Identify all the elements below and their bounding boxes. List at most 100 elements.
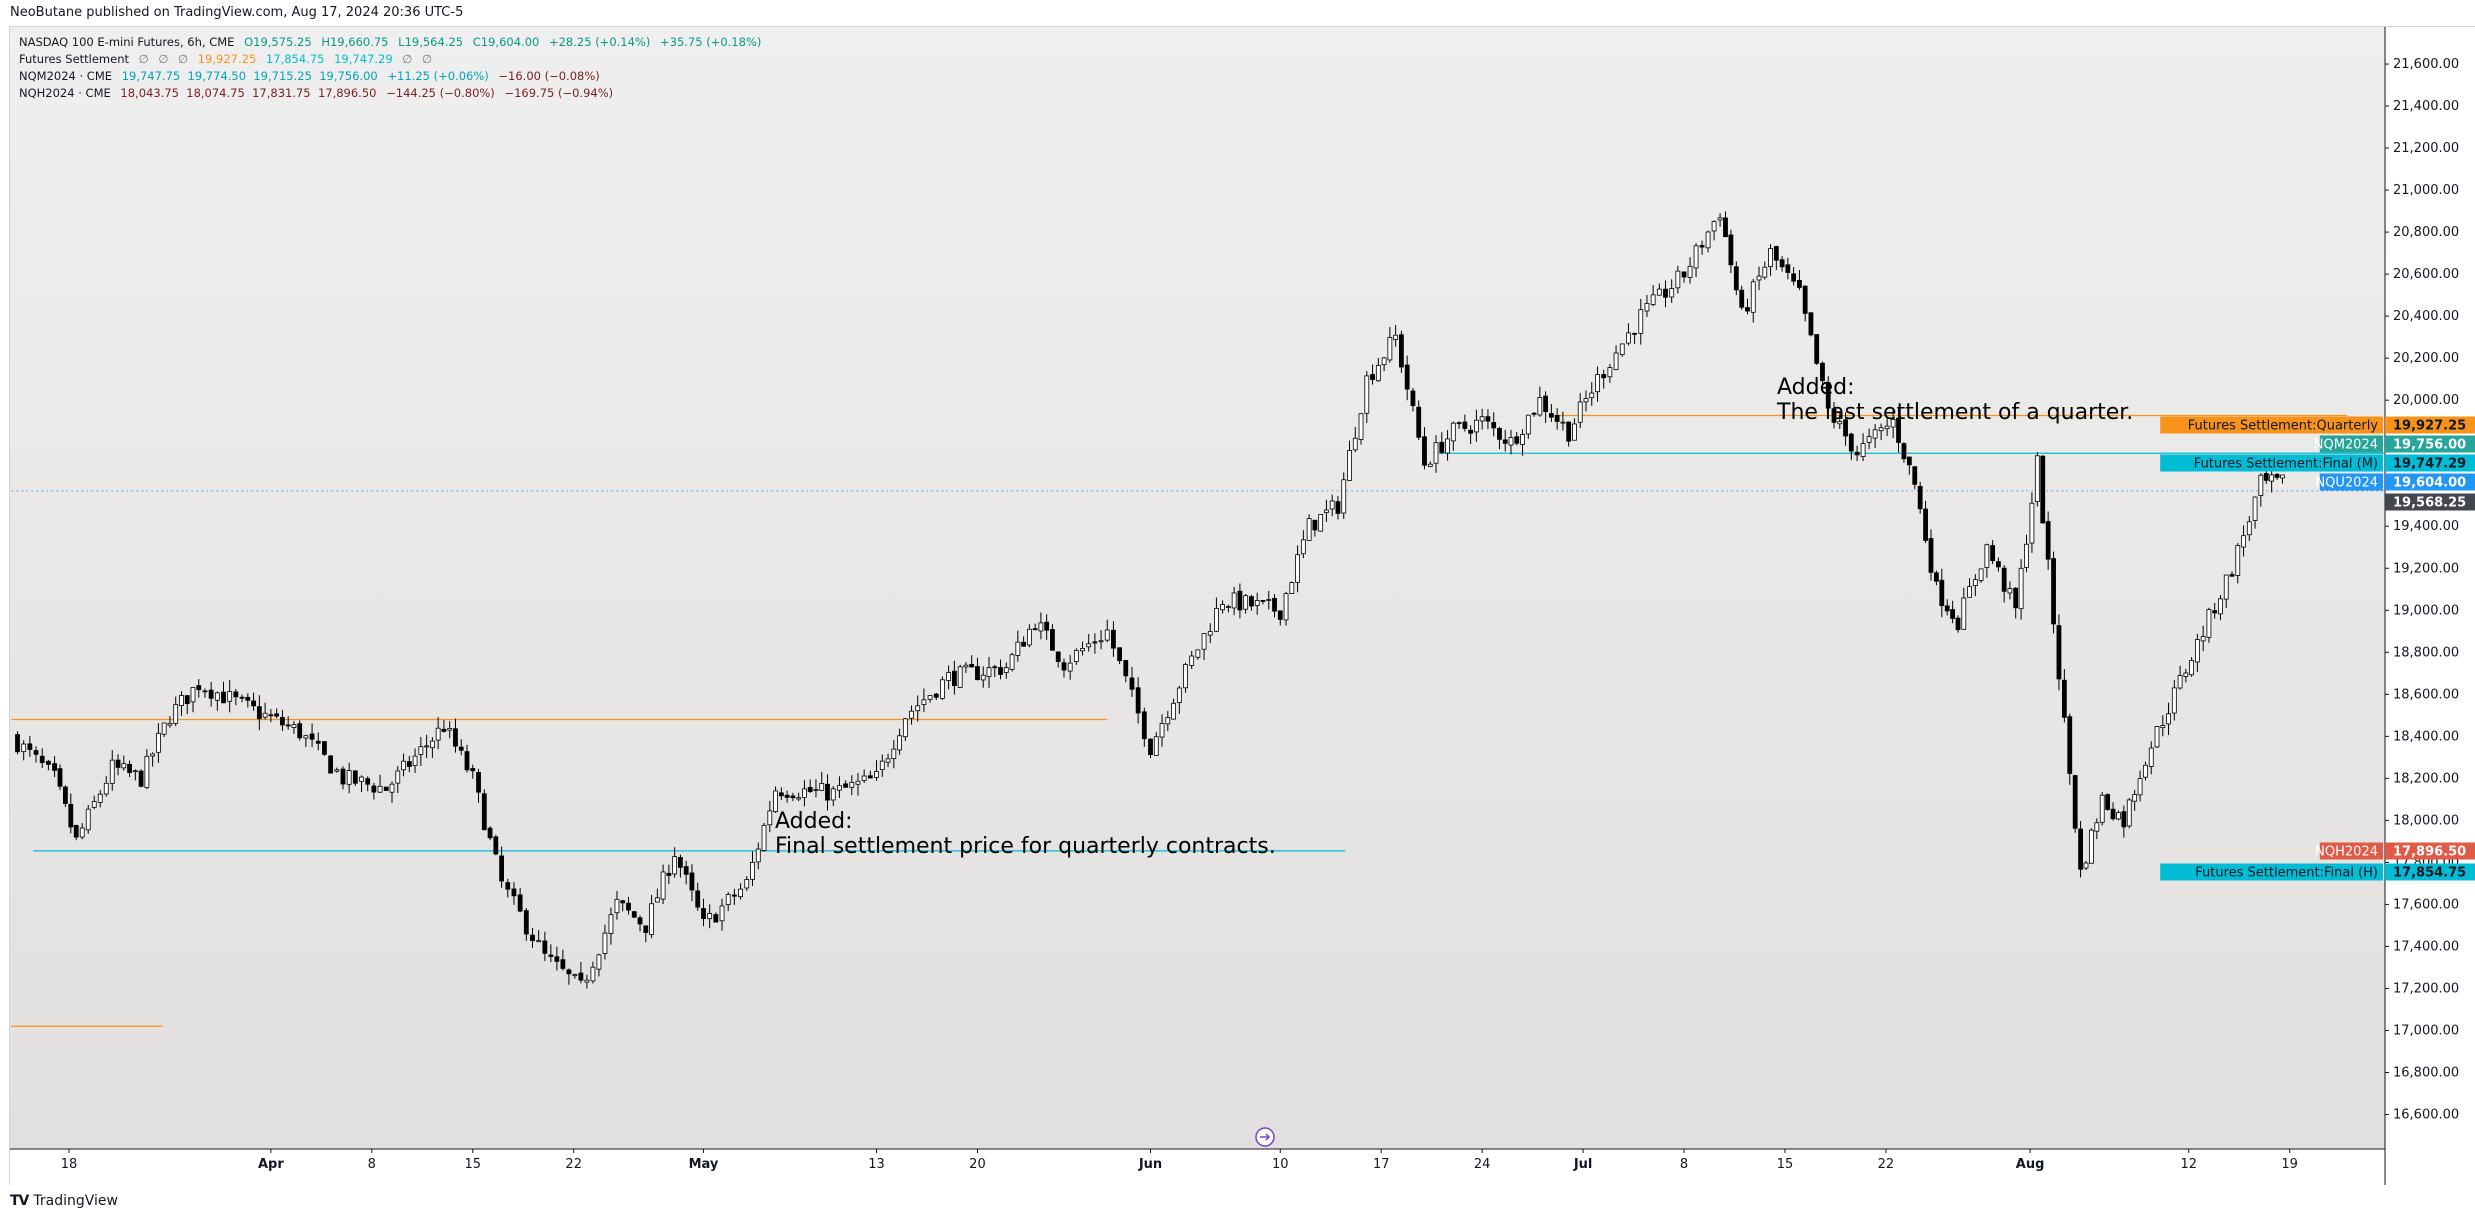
candle-body xyxy=(1950,609,1956,619)
candle-body xyxy=(2223,574,2229,600)
candle-body xyxy=(1607,367,1613,378)
legend-nqm-symbol: NQM2024 · CME xyxy=(19,69,113,83)
candle-body xyxy=(2089,829,2094,864)
candle-body xyxy=(1797,279,1802,288)
candle-body xyxy=(1756,275,1762,281)
candle-body xyxy=(2110,808,2116,820)
candle-body xyxy=(602,932,608,954)
legend-main-close: C19,604.00 xyxy=(472,35,540,49)
candle-body xyxy=(1705,231,1711,249)
candle-body xyxy=(1693,245,1699,269)
candle-body xyxy=(1990,545,1996,562)
candle-body xyxy=(796,797,802,800)
candle-body xyxy=(1135,687,1141,714)
candle-body xyxy=(1473,419,1479,433)
candle-body xyxy=(1491,422,1497,429)
candle-body xyxy=(429,740,435,749)
candle-body xyxy=(447,728,453,731)
candle-body xyxy=(1638,309,1644,334)
annotation-last-settlement[interactable]: Added: The last settlement of a quarter. xyxy=(1777,375,2133,425)
candle-body xyxy=(458,746,464,751)
price-tick-label: 21,200.00 xyxy=(2393,141,2459,156)
candle-body xyxy=(802,788,807,798)
price-axis-labels: 19,927.25 Futures Settlement:Quarterly 19,… xyxy=(2160,416,2475,881)
price-label-value: 19,747.29 xyxy=(2393,457,2466,472)
candle-body xyxy=(725,894,731,906)
candle-body xyxy=(1148,738,1153,756)
goto-realtime-button[interactable] xyxy=(1255,1127,1275,1147)
time-tick-label: 10 xyxy=(1272,1157,1289,1172)
annotation-final-settlement[interactable]: Added: Final settlement price for quarte… xyxy=(775,809,1276,859)
legend-nqh-change2: −169.75 (−0.94%) xyxy=(504,86,614,100)
time-tick-label: 15 xyxy=(464,1157,481,1172)
candle-body xyxy=(784,794,790,798)
candle-body xyxy=(1347,450,1352,481)
candle-body xyxy=(530,934,535,942)
chart-legend: NASDAQ 100 E-mini Futures, 6h, CME O19,5… xyxy=(19,34,767,102)
candle-body xyxy=(1015,641,1021,656)
price-label-value-box xyxy=(2385,863,2475,881)
price-chart[interactable]: 16,600.00 16,800.00 17,000.00 17,200.00 17,4… xyxy=(10,27,2475,1186)
candle-body xyxy=(1497,428,1502,440)
candle-body xyxy=(1955,617,1961,631)
candle-body xyxy=(57,768,63,787)
candle-body xyxy=(499,855,505,882)
candle-body xyxy=(2067,716,2073,774)
legend-main-low: L19,564.25 xyxy=(398,35,464,49)
candle-body xyxy=(1626,332,1631,344)
candle-body xyxy=(874,771,879,778)
candle-body xyxy=(352,770,358,784)
candle-body xyxy=(927,695,933,700)
candle-body xyxy=(560,959,566,969)
candle-body xyxy=(1165,717,1171,725)
candle-body xyxy=(274,713,280,717)
candle-body xyxy=(103,782,109,795)
legend-settlement-row[interactable]: Futures Settlement ∅ ∅ ∅ 19,927.25 17,85… xyxy=(19,51,767,68)
candle-body xyxy=(1352,437,1358,451)
price-tick-label: 18,600.00 xyxy=(2393,687,2459,702)
candle-body xyxy=(1860,443,1866,457)
candle-body xyxy=(2154,726,2160,748)
candle-body xyxy=(1543,395,1549,412)
price-label-value: 19,568.25 xyxy=(2393,496,2466,511)
candle-body xyxy=(1044,621,1050,631)
candle-body xyxy=(1364,375,1370,414)
legend-main-row[interactable]: NASDAQ 100 E-mini Futures, 6h, CME O19,5… xyxy=(19,34,767,51)
time-tick-label: 15 xyxy=(1777,1157,1794,1172)
candle-body xyxy=(406,761,412,767)
price-label-value-box xyxy=(2385,454,2475,472)
candle-body xyxy=(1733,266,1739,291)
candle-body xyxy=(1237,590,1243,611)
candle-body xyxy=(678,857,683,868)
legend-nqh-change1: −144.25 (−0.80%) xyxy=(386,86,495,100)
candle-body xyxy=(891,748,897,759)
candle-body xyxy=(297,723,303,739)
candle-body xyxy=(1854,451,1860,456)
candle-body xyxy=(1502,439,1508,444)
candle-body xyxy=(161,722,167,735)
candle-body xyxy=(707,913,713,920)
tradingview-logo-text: TradingView xyxy=(33,1193,118,1209)
candle-body xyxy=(1779,259,1785,268)
candle-body xyxy=(2246,521,2252,536)
legend-nqm-row[interactable]: NQM2024 · CME 19,747.75 19,774.50 19,715… xyxy=(19,68,767,85)
candle-body xyxy=(184,695,190,705)
candle-body xyxy=(2252,496,2258,521)
candle-body xyxy=(1632,332,1637,335)
candle-body xyxy=(1583,398,1589,403)
legend-nqh-row[interactable]: NQH2024 · CME 18,043.75 18,074.75 17,831… xyxy=(19,85,767,102)
settlement-lines xyxy=(11,414,2385,1027)
candle-body xyxy=(2189,660,2195,676)
price-label-name-box xyxy=(2160,454,2383,472)
tradingview-logo[interactable]: TV TradingView xyxy=(10,1193,118,1209)
price-tick-label: 20,600.00 xyxy=(2393,267,2459,282)
candle-body xyxy=(1650,294,1656,305)
candle-body xyxy=(15,734,20,753)
candle-body xyxy=(196,685,202,691)
candle-body xyxy=(280,717,285,726)
candle-body xyxy=(980,674,986,681)
candle-body xyxy=(596,954,602,970)
candle-body xyxy=(2051,558,2056,625)
candle-body xyxy=(1055,651,1061,662)
candle-body xyxy=(221,691,226,704)
